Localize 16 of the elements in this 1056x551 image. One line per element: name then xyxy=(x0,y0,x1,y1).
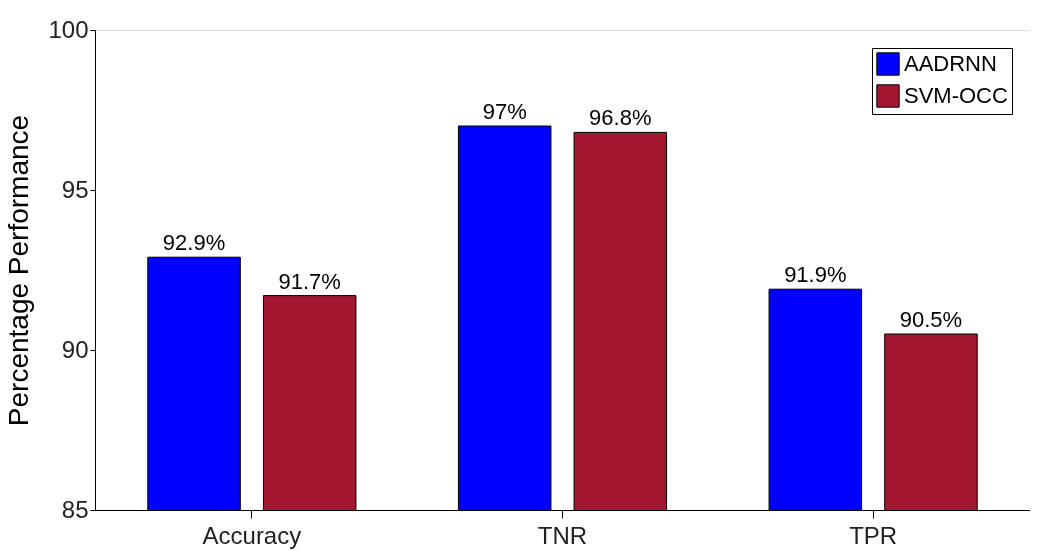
x-tick-label: TPR xyxy=(849,521,898,549)
x-tick-label: Accuracy xyxy=(202,521,302,549)
y-tick-label: 85 xyxy=(61,495,89,523)
data-label: 90.5% xyxy=(899,307,963,332)
y-tick-label: 100 xyxy=(48,15,89,43)
legend-label: SVM-OCC xyxy=(904,83,1008,108)
y-tick-label: 90 xyxy=(61,335,89,363)
data-label: 91.9% xyxy=(784,262,847,288)
data-label: 97% xyxy=(482,99,527,124)
data-label: 92.9% xyxy=(162,230,226,256)
data-label: 96.8% xyxy=(589,105,652,131)
x-tick-label: TNR xyxy=(537,521,588,549)
legend-label: AADRNN xyxy=(904,51,997,76)
data-label: 91.7% xyxy=(278,268,341,294)
y-tick-label: 95 xyxy=(61,175,89,203)
y-axis-title: Percentage Performance xyxy=(3,114,35,427)
